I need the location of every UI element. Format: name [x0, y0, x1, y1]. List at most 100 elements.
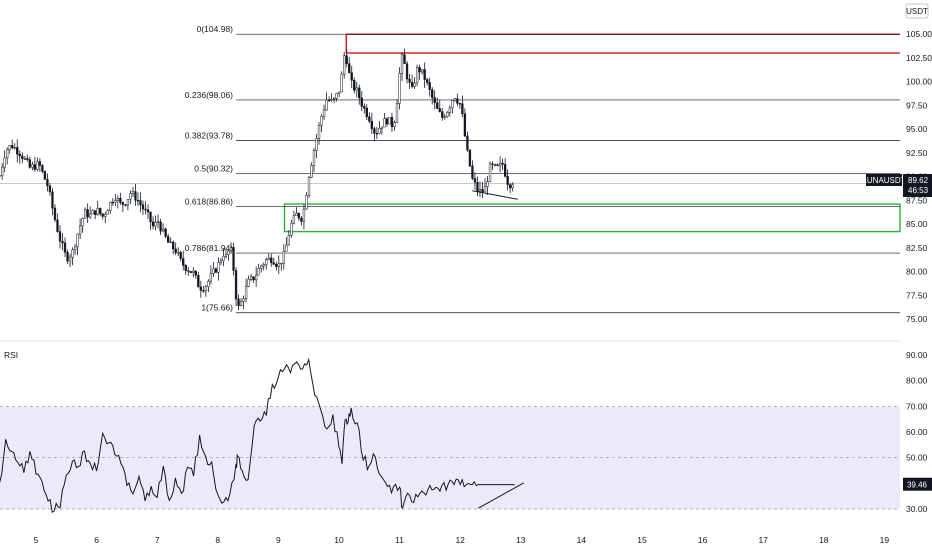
candle-body[interactable] [23, 158, 26, 160]
candle-body[interactable] [154, 221, 157, 227]
candle-body[interactable] [38, 161, 42, 166]
candle-body[interactable] [272, 262, 275, 265]
candle-body[interactable] [302, 208, 306, 222]
candle-body[interactable] [315, 138, 318, 151]
candle-body[interactable] [63, 242, 67, 253]
candle-body[interactable] [348, 63, 351, 73]
candle-body[interactable] [501, 162, 504, 165]
candle-body[interactable] [503, 164, 507, 177]
candle-body[interactable] [68, 256, 72, 262]
candle-body[interactable] [270, 257, 273, 264]
candle-body[interactable] [219, 260, 223, 263]
candle-body[interactable] [161, 228, 165, 232]
candle-body[interactable] [141, 204, 145, 210]
time-axis[interactable]: 5 6 7 8 9 10 11 12 13 14 15 16 17 18 19 [34, 535, 890, 545]
candle-body[interactable] [96, 207, 99, 215]
candle-body[interactable] [390, 117, 394, 128]
candle-body[interactable] [405, 63, 409, 80]
candle-body[interactable] [483, 186, 487, 193]
candle-body[interactable] [36, 161, 39, 170]
candle-body[interactable] [182, 258, 185, 266]
candle-body[interactable] [287, 235, 291, 246]
rsi-series-line[interactable] [0, 357, 515, 513]
candle-body[interactable] [144, 208, 147, 211]
candle-body[interactable] [433, 97, 436, 103]
candle-body[interactable] [126, 199, 130, 206]
candle-body[interactable] [280, 262, 283, 265]
candle-body[interactable] [124, 204, 127, 206]
candle-body[interactable] [373, 128, 376, 134]
candle-body[interactable] [0, 175, 1, 177]
candle-body[interactable] [393, 122, 396, 128]
candle-body[interactable] [71, 249, 74, 258]
candle-body[interactable] [53, 207, 57, 221]
candle-body[interactable] [159, 221, 162, 232]
candle-body[interactable] [262, 264, 265, 267]
support-zone[interactable] [283, 203, 901, 233]
candle-body[interactable] [368, 116, 371, 122]
candle-body[interactable] [229, 247, 233, 252]
candle-body[interactable] [506, 176, 509, 185]
candle-body[interactable] [330, 98, 333, 101]
candle-body[interactable] [448, 107, 451, 113]
candle-body[interactable] [194, 270, 197, 276]
candle-body[interactable] [41, 165, 44, 172]
candle-body[interactable] [471, 165, 474, 179]
candle-body[interactable] [403, 54, 406, 64]
candle-body[interactable] [317, 124, 321, 139]
candle-body[interactable] [436, 102, 439, 109]
candle-body[interactable] [340, 73, 343, 93]
candle-body[interactable] [204, 286, 208, 291]
candle-body[interactable] [511, 184, 514, 189]
candle-body[interactable] [169, 241, 172, 244]
fibonacci-retracement[interactable]: 0(104.98) 0.236(98.06) 0.382(93.78) 0.5(90.… [185, 24, 900, 314]
candle-body[interactable] [277, 263, 280, 267]
candle-body[interactable] [322, 109, 326, 117]
candle-body[interactable] [244, 286, 248, 299]
candle-body[interactable] [166, 236, 170, 243]
candle-body[interactable] [335, 92, 338, 99]
candle-body[interactable] [441, 111, 444, 118]
candle-body[interactable] [353, 80, 356, 91]
candle-body[interactable] [207, 280, 210, 288]
candle-body[interactable] [385, 118, 389, 125]
candle-body[interactable] [310, 165, 313, 178]
candle-body[interactable] [496, 164, 499, 166]
candle-body[interactable] [363, 106, 366, 109]
candle-body[interactable] [438, 108, 441, 112]
candle-body[interactable] [418, 67, 421, 73]
candle-body[interactable] [260, 265, 263, 269]
candle-body[interactable] [189, 271, 192, 273]
candle-body[interactable] [360, 97, 363, 107]
candle-body[interactable] [28, 159, 31, 168]
candle-body[interactable] [509, 184, 512, 189]
candle-body[interactable] [187, 270, 190, 272]
candle-body[interactable] [493, 164, 497, 166]
candle-body[interactable] [463, 113, 467, 137]
candle-body[interactable] [453, 98, 456, 101]
candle-body[interactable] [177, 252, 180, 254]
candle-body[interactable] [431, 89, 434, 98]
candle-body[interactable] [232, 247, 235, 271]
candle-body[interactable] [242, 298, 245, 302]
candle-body[interactable] [58, 231, 62, 242]
candle-body[interactable] [11, 145, 14, 149]
rsi-trendline[interactable] [478, 482, 525, 509]
candle-body[interactable] [111, 201, 114, 204]
candle-body[interactable] [202, 290, 205, 292]
candle-body[interactable] [121, 202, 125, 205]
candle-body[interactable] [151, 221, 155, 227]
candle-body[interactable] [6, 149, 9, 159]
candle-body[interactable] [212, 268, 215, 274]
candle-body[interactable] [292, 215, 296, 224]
candle-body[interactable] [370, 120, 373, 129]
candle-body[interactable] [73, 246, 77, 250]
candle-body[interactable] [106, 210, 109, 215]
candle-body[interactable] [312, 150, 316, 166]
candle-body[interactable] [224, 254, 228, 257]
candle-body[interactable] [446, 112, 449, 117]
candle-body[interactable] [468, 149, 472, 167]
candle-body[interactable] [239, 300, 243, 306]
candle-body[interactable] [192, 270, 195, 273]
candle-body[interactable] [343, 55, 346, 75]
